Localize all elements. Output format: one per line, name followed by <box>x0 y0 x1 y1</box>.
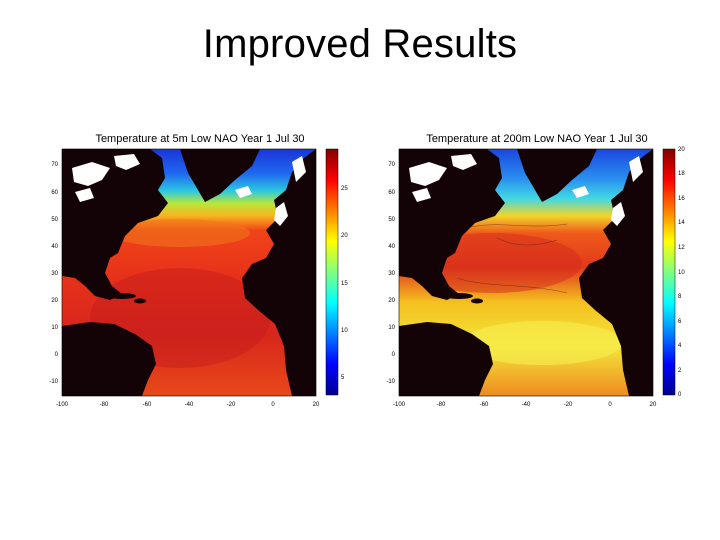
y-axis: 70 60 50 40 30 20 10 0 -10 <box>49 162 58 385</box>
land-greenland <box>517 149 597 202</box>
colorbar-tick: 12 <box>678 245 685 251</box>
y-tick: 20 <box>388 298 395 304</box>
land-greenland <box>180 149 260 202</box>
temperature-5m-map: Temperature at 5m Low NAO Year 1 Jul 30 … <box>49 133 348 408</box>
y-tick: -10 <box>386 379 395 385</box>
colorbar-tick: 25 <box>341 186 348 192</box>
x-tick: 20 <box>313 402 320 408</box>
land-south-america <box>399 322 493 396</box>
y-tick: 50 <box>388 217 395 223</box>
panel-left-title: Temperature at 5m Low NAO Year 1 Jul 30 <box>95 133 304 145</box>
map-area <box>399 149 653 396</box>
x-tick: 0 <box>271 402 275 408</box>
x-tick: -20 <box>227 402 236 408</box>
y-tick: 0 <box>392 352 396 358</box>
x-tick: -80 <box>100 402 109 408</box>
x-axis: -100 -80 -60 -40 -20 0 20 <box>393 402 657 408</box>
colorbar: 20 18 16 14 12 10 8 6 4 2 0 <box>662 147 685 398</box>
y-tick: 0 <box>55 352 59 358</box>
colorbar-tick: 20 <box>678 147 685 153</box>
y-tick: 40 <box>51 244 58 250</box>
colorbar-tick: 16 <box>678 196 685 202</box>
y-tick: 10 <box>388 325 395 331</box>
panel-right-title: Temperature at 200m Low NAO Year 1 Jul 3… <box>426 133 647 145</box>
colorbar-tick: 6 <box>678 319 682 325</box>
y-tick: 10 <box>51 325 58 331</box>
colorbar: 25 20 15 10 5 <box>325 148 348 396</box>
y-tick: 60 <box>388 190 395 196</box>
x-tick: -60 <box>480 402 489 408</box>
land-hispaniola <box>471 298 483 304</box>
x-tick: -100 <box>56 402 69 408</box>
ice-iceland <box>235 186 252 198</box>
land-hispaniola <box>134 298 146 304</box>
x-tick: -40 <box>522 402 531 408</box>
x-tick: -80 <box>437 402 446 408</box>
ice-arctic <box>409 154 477 202</box>
ice-scandinavia <box>629 156 643 182</box>
colorbar-tick: 15 <box>341 281 348 287</box>
equatorial-cool <box>462 321 622 365</box>
y-tick: 40 <box>388 244 395 250</box>
y-tick: -10 <box>49 379 58 385</box>
colorbar-gradient <box>325 148 339 396</box>
ice-uk <box>611 202 625 226</box>
ice-uk <box>274 202 288 226</box>
y-tick: 50 <box>51 217 58 223</box>
y-tick: 30 <box>51 271 58 277</box>
colorbar-tick: 4 <box>678 343 682 349</box>
y-tick: 20 <box>51 298 58 304</box>
map-frame <box>61 148 317 397</box>
colorbar-tick: 20 <box>341 233 348 239</box>
land-north-america <box>399 149 505 300</box>
colorbar-tick: 14 <box>678 220 685 226</box>
land-cuba <box>445 293 473 299</box>
y-tick: 70 <box>51 162 58 168</box>
x-tick: 0 <box>608 402 612 408</box>
slide-title: Improved Results <box>202 22 518 66</box>
gulf-stream <box>110 219 250 247</box>
ice-iceland <box>572 186 589 198</box>
x-tick: -40 <box>185 402 194 408</box>
land-europe-africa <box>242 149 316 396</box>
temperature-200m-map: Temperature at 200m Low NAO Year 1 Jul 3… <box>386 133 685 408</box>
map-area <box>62 149 316 396</box>
colorbar-tick: 18 <box>678 171 685 177</box>
colorbar-tick: 2 <box>678 368 682 374</box>
land-europe-africa <box>579 149 653 396</box>
colorbar-tick: 0 <box>678 392 682 398</box>
x-tick: 20 <box>650 402 657 408</box>
y-tick: 70 <box>388 162 395 168</box>
colorbar-tick: 10 <box>341 328 348 334</box>
x-tick: -60 <box>143 402 152 408</box>
y-tick: 30 <box>388 271 395 277</box>
colorbar-tick: 5 <box>341 375 345 381</box>
x-axis: -100 -80 -60 -40 -20 0 20 <box>56 402 320 408</box>
ice-arctic <box>72 154 140 202</box>
y-tick: 60 <box>51 190 58 196</box>
colorbar-gradient <box>662 148 676 396</box>
ice-scandinavia <box>292 156 306 182</box>
colorbar-tick: 8 <box>678 294 682 300</box>
x-tick: -100 <box>393 402 406 408</box>
y-axis: 70 60 50 40 30 20 10 0 -10 <box>386 162 395 385</box>
colorbar-tick: 10 <box>678 270 685 276</box>
land-south-america <box>62 322 156 396</box>
land-cuba <box>108 293 136 299</box>
contour-lines <box>456 223 568 294</box>
map-frame <box>398 148 654 397</box>
land-north-america <box>62 149 168 300</box>
x-tick: -20 <box>564 402 573 408</box>
